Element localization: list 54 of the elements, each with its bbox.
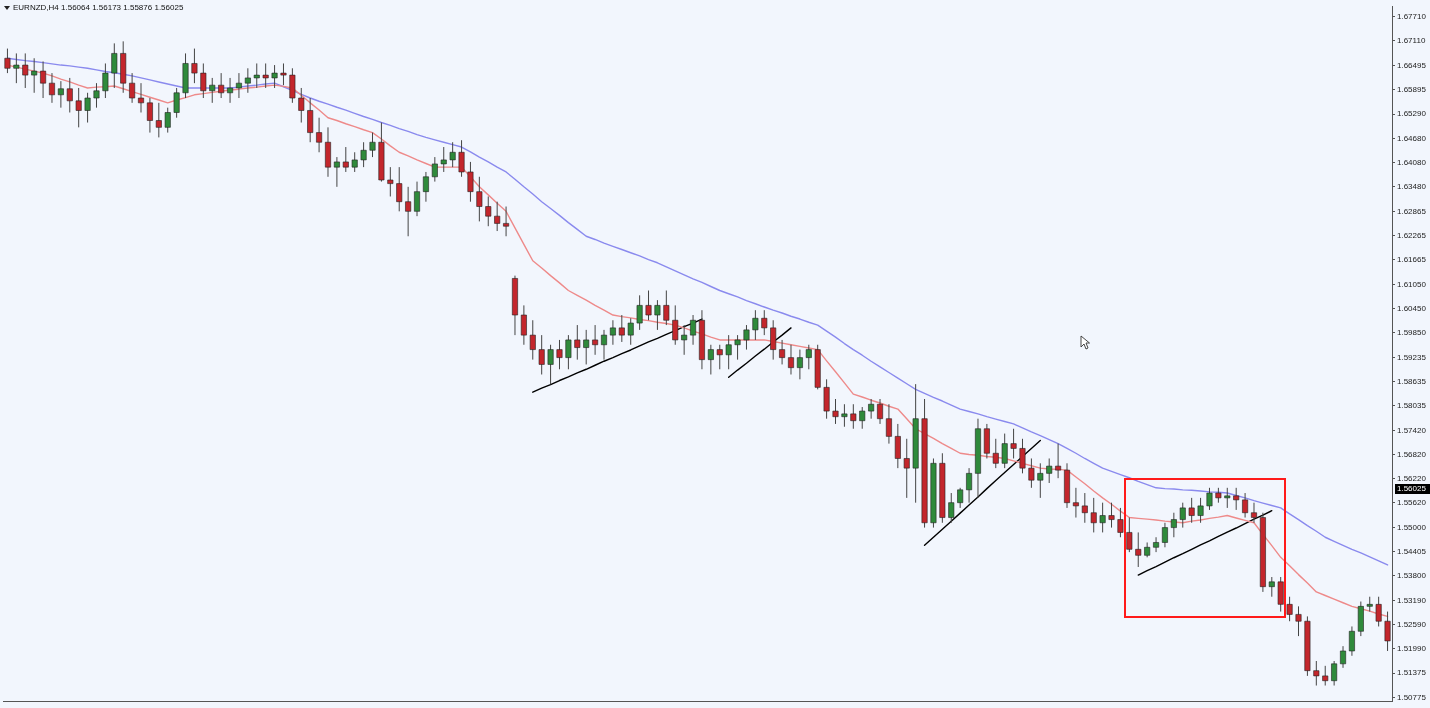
y-tick-label: 1.65895 <box>1397 84 1427 94</box>
y-tick-label: 1.51990 <box>1397 643 1427 653</box>
candlestick <box>1375 596 1382 627</box>
candlestick <box>565 334 572 370</box>
candlestick <box>173 87 180 119</box>
y-tick-label: 1.64080 <box>1397 157 1427 167</box>
y-tick-label: 1.65290 <box>1397 109 1427 119</box>
chart-title: EURNZD,H4 1.56064 1.56173 1.55876 1.56025 <box>13 3 184 12</box>
text: 1.56025 <box>1395 484 1430 494</box>
candlestick <box>1197 497 1204 524</box>
y-tick-label: 1.55000 <box>1397 522 1427 532</box>
y-tick-label: 1.56820 <box>1397 449 1427 459</box>
y-tick-label: 1.67710 <box>1397 12 1427 22</box>
y-tick-label: 1.63480 <box>1397 182 1427 192</box>
y-tick-label: 1.53800 <box>1397 571 1427 581</box>
candlestick <box>823 378 830 420</box>
candlestick <box>467 161 474 203</box>
candlestick <box>636 294 643 331</box>
candlestick <box>547 344 554 385</box>
y-tick-label: 1.53190 <box>1397 595 1427 605</box>
candlestick <box>1019 438 1026 474</box>
y-tick-label: 1.51375 <box>1397 668 1427 678</box>
y-tick-label: 1.55620 <box>1397 497 1427 507</box>
candlestick <box>841 403 848 428</box>
y-tick-label: 1.62865 <box>1397 206 1427 216</box>
y-tick-label: 1.67110 <box>1397 36 1426 46</box>
candlestick <box>1295 605 1302 637</box>
y-tick-label: 1.60450 <box>1397 303 1427 313</box>
y-tick-label: 1.57420 <box>1397 425 1427 435</box>
candlestick <box>1161 522 1168 548</box>
y-tick-label: 1.62265 <box>1397 230 1427 240</box>
candlestick <box>1010 428 1017 459</box>
y-tick-label: 1.58035 <box>1397 400 1427 410</box>
candlestick <box>191 48 198 84</box>
candlestick <box>1286 596 1293 622</box>
candlestick <box>1153 536 1160 553</box>
y-tick-label: 1.52590 <box>1397 619 1427 629</box>
candlestick <box>414 181 420 217</box>
y-tick-label: 1.58635 <box>1397 376 1427 386</box>
y-tick-label: 1.61665 <box>1397 254 1427 264</box>
candlestick <box>476 176 483 222</box>
y-tick-label: 1.61050 <box>1397 279 1427 289</box>
candlestick <box>1108 502 1115 529</box>
y-tick-label: 1.59850 <box>1397 327 1427 337</box>
y-tick-label: 1.50775 <box>1397 692 1427 702</box>
candlestick <box>788 344 794 375</box>
candlestick <box>556 339 563 370</box>
y-tick-label: 1.64680 <box>1397 133 1427 143</box>
y-tick-label: 1.54405 <box>1397 546 1427 556</box>
candlestick <box>1117 507 1124 538</box>
y-tick-label: 1.56220 <box>1397 473 1427 483</box>
candlestick <box>1251 502 1257 524</box>
y-tick-label: 1.59235 <box>1397 352 1427 362</box>
y-tick-label: 1.66495 <box>1397 60 1427 70</box>
